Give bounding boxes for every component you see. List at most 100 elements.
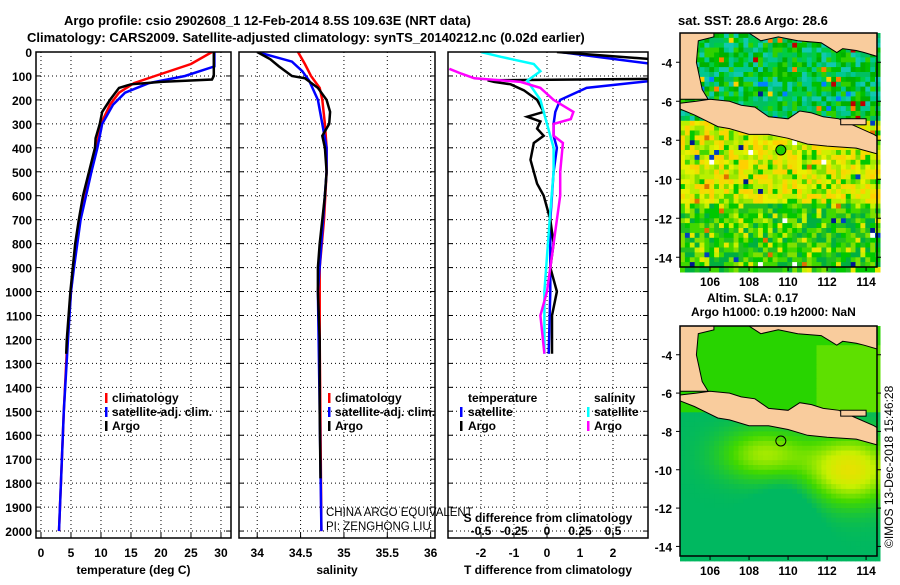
data-cell bbox=[680, 556, 686, 562]
data-cell bbox=[680, 484, 686, 490]
lat-tick-label: -12 bbox=[655, 502, 673, 516]
data-cell bbox=[821, 546, 827, 552]
data-cell bbox=[738, 154, 744, 161]
data-cell bbox=[870, 527, 876, 533]
data-cell bbox=[816, 450, 822, 456]
data-cell bbox=[836, 242, 842, 249]
data-cell bbox=[811, 203, 818, 210]
data-cell bbox=[753, 373, 759, 380]
data-cell bbox=[758, 551, 764, 557]
data-cell bbox=[753, 76, 759, 83]
data-cell bbox=[787, 556, 793, 562]
data-cell bbox=[733, 527, 740, 533]
data-cell bbox=[714, 345, 720, 351]
x-tick-label: 35 bbox=[337, 546, 351, 560]
data-cell bbox=[762, 373, 769, 380]
data-cell bbox=[684, 154, 691, 161]
data-cell bbox=[870, 498, 876, 504]
data-cell bbox=[758, 397, 764, 404]
data-cell bbox=[870, 130, 876, 136]
data-cell bbox=[865, 111, 871, 117]
data-cell bbox=[806, 397, 813, 404]
data-cell bbox=[816, 242, 822, 249]
data-cell bbox=[728, 441, 735, 447]
data-cell bbox=[684, 174, 691, 180]
data-cell bbox=[738, 101, 744, 107]
data-cell bbox=[772, 465, 779, 471]
data-cell bbox=[704, 76, 710, 83]
data-cell bbox=[709, 91, 715, 97]
data-cell bbox=[699, 431, 705, 437]
data-cell bbox=[714, 326, 720, 332]
data-cell bbox=[684, 469, 691, 476]
data-cell bbox=[840, 72, 847, 78]
data-cell bbox=[738, 335, 744, 341]
data-cell bbox=[723, 164, 730, 171]
data-cell bbox=[733, 546, 740, 552]
data-cell bbox=[860, 159, 866, 166]
data-cell bbox=[777, 223, 783, 229]
data-cell bbox=[719, 242, 725, 249]
data-cell bbox=[821, 340, 827, 346]
data-cell bbox=[782, 330, 788, 337]
data-cell bbox=[728, 232, 735, 239]
data-cell bbox=[806, 455, 813, 461]
data-cell bbox=[811, 179, 818, 185]
data-cell bbox=[772, 335, 779, 341]
data-cell bbox=[787, 445, 793, 452]
data-cell bbox=[728, 445, 735, 452]
data-cell bbox=[870, 218, 876, 224]
data-cell bbox=[728, 62, 735, 68]
data-cell bbox=[738, 86, 744, 93]
data-cell bbox=[831, 359, 837, 365]
data-cell bbox=[860, 213, 866, 219]
data-cell bbox=[806, 354, 813, 361]
data-cell bbox=[860, 354, 866, 361]
data-cell bbox=[840, 354, 847, 361]
data-cell bbox=[714, 62, 720, 68]
data-cell bbox=[709, 354, 715, 361]
data-cell bbox=[767, 512, 774, 519]
data-cell bbox=[772, 393, 779, 399]
data-cell bbox=[748, 556, 754, 562]
data-cell bbox=[704, 551, 710, 557]
data-cell bbox=[728, 421, 735, 428]
data-cell bbox=[792, 546, 798, 552]
data-cell bbox=[840, 111, 847, 117]
data-cell bbox=[753, 474, 759, 480]
data-cell bbox=[694, 169, 701, 175]
data-cell bbox=[772, 350, 779, 356]
data-cell bbox=[816, 81, 822, 88]
data-cell bbox=[836, 91, 842, 97]
data-cell bbox=[840, 532, 847, 538]
data-cell bbox=[787, 345, 793, 351]
data-cell bbox=[782, 47, 788, 54]
data-cell bbox=[792, 474, 798, 480]
data-cell bbox=[738, 508, 744, 514]
data-cell bbox=[826, 252, 832, 258]
data-cell bbox=[772, 247, 779, 253]
data-cell bbox=[840, 517, 847, 524]
data-cell bbox=[689, 493, 696, 500]
data-cell bbox=[806, 335, 813, 341]
data-cell bbox=[767, 536, 774, 543]
data-cell bbox=[840, 436, 847, 442]
data-cell bbox=[753, 488, 759, 495]
data-cell bbox=[738, 340, 744, 346]
data-cell bbox=[748, 193, 754, 200]
data-cell bbox=[738, 67, 744, 73]
data-cell bbox=[748, 340, 754, 346]
data-cell bbox=[728, 436, 735, 442]
data-cell bbox=[758, 228, 764, 234]
data-cell bbox=[699, 364, 705, 370]
data-cell bbox=[870, 378, 876, 385]
data-cell bbox=[831, 388, 837, 394]
data-cell bbox=[728, 479, 735, 485]
data-cell bbox=[758, 81, 764, 88]
data-cell bbox=[723, 179, 730, 185]
data-cell bbox=[811, 232, 818, 239]
data-cell bbox=[821, 335, 827, 341]
data-cell bbox=[689, 441, 696, 447]
data-cell bbox=[801, 86, 808, 93]
data-cell bbox=[860, 218, 866, 224]
